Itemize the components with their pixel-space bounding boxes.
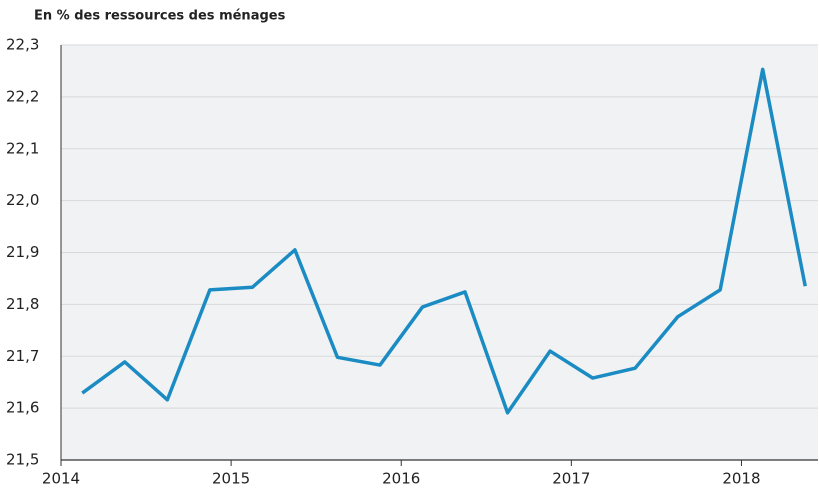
y-tick-label: 21,7 [6,347,39,365]
y-tick-label: 21,6 [6,399,39,417]
y-tick-label: 21,9 [6,243,39,261]
y-tick-label: 22,2 [6,87,39,105]
y-tick-label: 22,3 [6,36,39,54]
x-tick-label: 2015 [212,470,250,488]
chart-title: En % des ressources des ménages [34,9,286,24]
y-tick-label: 22,1 [6,139,39,157]
y-tick-label: 21,8 [6,295,39,313]
data-line [81,67,807,415]
x-tick-label: 2017 [552,470,590,488]
y-tick-label: 22,0 [6,191,39,209]
x-tick-label: 2014 [42,470,80,488]
y-tick-label: 21,5 [6,451,39,469]
x-tick-label: 2018 [722,470,760,488]
x-tick-label: 2016 [382,470,420,488]
